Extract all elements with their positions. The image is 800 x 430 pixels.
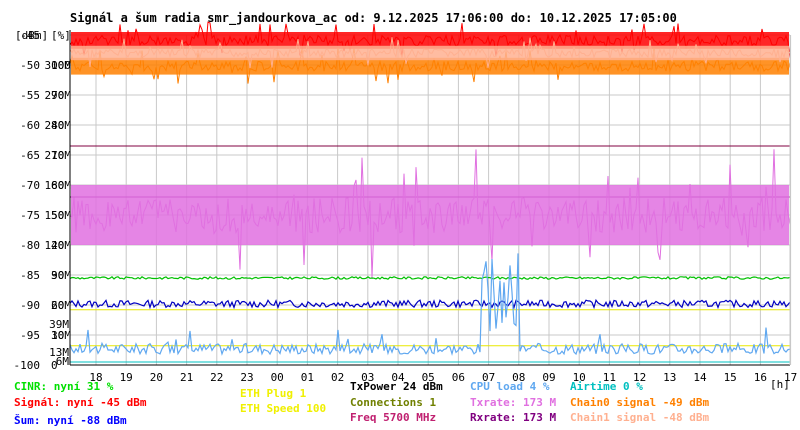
y-tick-pct: 50 [51,209,64,222]
y-tick-pct: 70 [51,149,64,162]
y-tick-pct: 10 [51,329,64,342]
x-tick-label: 23 [240,371,253,384]
legend-freq: Freq 5700 MHz [350,411,437,424]
y-tick-dbm: -95 [20,329,40,342]
y-tick-pct: 60 [51,179,64,192]
y-tick-pct: 40 [51,239,64,252]
axes [69,30,791,366]
x-tick-label: 13 [663,371,676,384]
y-tick-rate: 300M [45,59,72,72]
x-tick-label: 17 [784,371,797,384]
y-tick-pct: 20 [51,299,64,312]
y-tick-rate: 90M [51,269,71,282]
x-tick-label: 02 [331,371,344,384]
series-line [69,275,791,281]
side-marker-label: 13M [49,346,69,359]
legend-chain1: Chain1 signal -48 dBm [570,411,710,424]
series-band [71,185,789,245]
legend-cpu-load: CPU load 4 % [470,380,550,393]
y-tick-rate: 150M [45,209,72,222]
y-tick-dbm: -50 [20,59,40,72]
y-tick-pct: 100 [51,59,71,72]
y-tick-rate: 120M [45,239,72,252]
x-tick-label: 05 [422,371,435,384]
y-tick-rate: 270M [45,89,72,102]
x-tick-label: 15 [724,371,737,384]
x-tick-label: 03 [361,371,374,384]
series-band [71,57,789,75]
y-tick-pct: 90 [51,89,64,102]
y-tick-pct: 0 [51,359,58,372]
x-tick-label: 00 [271,371,284,384]
y-tick-rate: 240M [45,119,72,132]
y-tick-dbm: -75 [20,209,40,222]
x-tick-label: 14 [693,371,707,384]
series-layer [69,21,791,363]
y-tick-dbm: -55 [20,89,40,102]
legend-rxrate: Rxrate: 173 M [470,411,557,424]
x-tick-label: 22 [210,371,223,384]
series-line [69,21,791,59]
series-line [69,37,791,69]
y-tick-pct: 30 [51,269,64,282]
chart-title: Signál a šum radia smr_jandourkova_ac od… [70,11,677,26]
legend-txpower: TxPower 24 dBm [350,380,443,393]
x-ticks: 18 19 20 21 22 23 00 01 02 03 04 05 06 07 08 09 10 11 12 13… [89,371,797,384]
series-line [69,253,791,357]
legend-airtime: Airtime 0 % [570,380,643,393]
x-tick-label: 01 [301,371,314,384]
side-marker-label: 39M [49,318,69,331]
x-tick-label: 18 [89,371,102,384]
x-tick-label: 20 [150,371,163,384]
legend-eth-plug: ETH Plug 1 [240,387,307,400]
y-tick-dbm: -85 [20,269,40,282]
x-tick-label: 08 [512,371,525,384]
legend-signal: Signál: nyní -45 dBm [14,396,147,409]
y-tick-dbm: -60 [20,119,40,132]
y-tick-dbm: -70 [20,179,40,192]
x-tick-label: 11 [603,371,616,384]
x-tick-label: 19 [120,371,133,384]
y-tick-rate: 30M [51,329,71,342]
x-tick-label: 16 [754,371,767,384]
series-band [71,32,789,49]
x-tick-label: 21 [180,371,193,384]
legend-noise: Šum: nyní -88 dBm [14,414,127,427]
legend-chain0: Chain0 signal -49 dBm [570,396,710,409]
x-tick-label: 12 [633,371,646,384]
y-tick-pct: 80 [51,119,64,132]
series-line [69,298,791,310]
y-tick-dbm: -80 [20,239,40,252]
y-tick-dbm: -45 [20,29,40,42]
x-tick-label: 04 [391,371,405,384]
side-marker-label: 6M [56,355,70,368]
y-tick-dbm: -65 [20,149,40,162]
y-tick-rate: 180M [45,179,72,192]
y-tick-dbm: -100 [14,359,41,372]
series-line [69,47,791,84]
legend-connections: Connections 1 [350,396,437,409]
legend-eth-speed: ETH Speed 100 [240,402,327,415]
legend-cinr: CINR: nyní 31 % [14,380,114,393]
y-unit-pct: [%] [51,29,71,42]
y-tick-dbm: -90 [20,299,40,312]
x-tick-label: 09 [542,371,555,384]
series-line [69,149,791,279]
x-unit: [h] [770,378,790,391]
legend-txrate: Txrate: 173 M [470,396,557,409]
x-tick-label: 10 [573,371,586,384]
x-tick-label: 06 [452,371,465,384]
x-tick-label: 07 [482,371,495,384]
y-tick-rate: 210M [45,149,72,162]
y-tick-rate: 60M [51,299,71,312]
y-unit-dbm: [dBm] [15,29,48,42]
